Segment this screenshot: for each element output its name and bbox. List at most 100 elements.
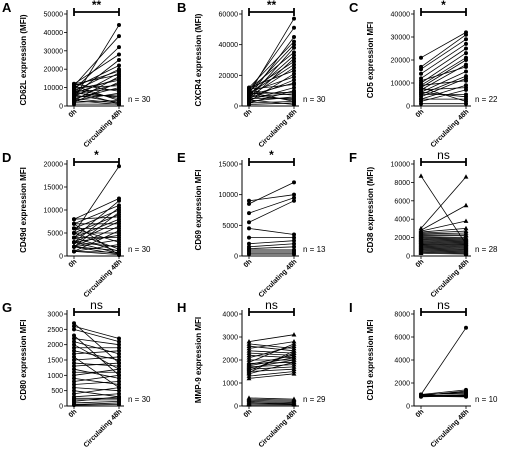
pair-line (420, 237, 467, 239)
data-point (246, 373, 252, 378)
pair-line (420, 251, 467, 253)
data-point (246, 402, 252, 407)
data-point (247, 220, 251, 225)
pair-line (420, 75, 467, 95)
pair-line (420, 239, 467, 241)
x-tick-label: 0h (68, 258, 79, 269)
pair-line (420, 32, 467, 59)
data-point (292, 65, 296, 70)
y-tick-label: 10000 (391, 81, 411, 88)
data-point (292, 235, 296, 240)
pair-line (248, 240, 295, 245)
data-point (419, 90, 423, 95)
pair-line (420, 220, 467, 232)
data-point (292, 62, 296, 67)
data-point (292, 42, 296, 47)
pair-line (73, 362, 120, 367)
data-point (292, 232, 296, 237)
data-point (72, 333, 76, 338)
data-point (247, 102, 251, 107)
pair-line (420, 389, 467, 395)
data-point (117, 198, 121, 203)
data-point (292, 53, 296, 58)
y-tick-label: 0 (406, 404, 410, 411)
y-tick-label: 3000 (47, 312, 63, 319)
data-point (291, 364, 297, 369)
data-point (419, 97, 423, 102)
data-point (292, 74, 296, 79)
pair-line (420, 244, 467, 247)
data-point (292, 192, 296, 197)
x-tick-label: Circulating 48h (258, 258, 299, 299)
pair-line (248, 345, 295, 359)
pair-line (248, 36, 295, 98)
pair-line (420, 205, 467, 231)
y-tick-label: 4000 (222, 312, 238, 319)
pair-line (420, 240, 467, 243)
pair-line (73, 24, 120, 99)
data-point (247, 235, 251, 240)
pair-line (73, 70, 120, 87)
y-tick-label: 40000 (391, 12, 411, 19)
significance-label: ns (90, 298, 103, 312)
data-point (292, 50, 296, 55)
panel-b: B 0 20000 40000 60000 CXCR4 expression (MFI) 0… (177, 0, 326, 149)
data-point (117, 58, 121, 62)
y-tick-label: 2000 (222, 358, 238, 365)
data-point (292, 35, 296, 39)
y-tick-label: 20000 (391, 58, 411, 65)
y-tick-label: 20000 (219, 73, 239, 80)
data-point (72, 231, 76, 235)
data-point (246, 357, 252, 362)
y-tick-label: 1000 (47, 373, 63, 380)
data-point (291, 362, 297, 367)
pair-line (73, 378, 120, 385)
data-point (247, 90, 251, 95)
data-point (72, 339, 76, 344)
pair-line (420, 394, 467, 397)
y-tick-label: 40000 (44, 30, 64, 37)
pair-line (248, 359, 295, 369)
pair-line (420, 327, 467, 395)
panel-label: F (349, 150, 357, 165)
data-point (117, 364, 121, 369)
data-point (246, 350, 252, 355)
y-tick-label: 0 (406, 254, 410, 261)
data-point (419, 85, 423, 90)
pair-line (73, 241, 120, 254)
y-tick-label: 0 (234, 404, 238, 411)
pair-line (73, 35, 120, 87)
pair-line (73, 65, 120, 88)
data-point (72, 373, 76, 378)
data-point (292, 198, 296, 203)
pair-line (420, 236, 467, 238)
data-point (72, 240, 76, 245)
data-point (291, 359, 297, 365)
y-tick-label: 0 (406, 104, 410, 111)
pair-line (248, 397, 295, 400)
data-point (292, 45, 296, 50)
data-point (291, 368, 297, 374)
pair-line (248, 246, 295, 250)
data-point (72, 244, 76, 249)
data-point (117, 23, 121, 28)
pair-line (248, 76, 295, 93)
pair-line (248, 368, 295, 372)
sample-size-label: n = 30 (128, 95, 151, 104)
data-point (72, 376, 76, 381)
pair-line (248, 44, 295, 93)
data-point (72, 370, 76, 375)
pair-line (420, 252, 467, 255)
pair-line (420, 241, 467, 244)
sample-size-label: n = 13 (303, 245, 326, 254)
data-point (292, 39, 296, 44)
data-point (117, 342, 121, 347)
pair-line (73, 89, 120, 100)
panel-label: A (2, 0, 12, 15)
x-tick-label: 0h (415, 408, 426, 419)
pair-line (248, 401, 295, 403)
data-point (292, 25, 296, 30)
data-point (72, 83, 76, 88)
data-point (72, 102, 76, 107)
data-point (117, 361, 121, 366)
